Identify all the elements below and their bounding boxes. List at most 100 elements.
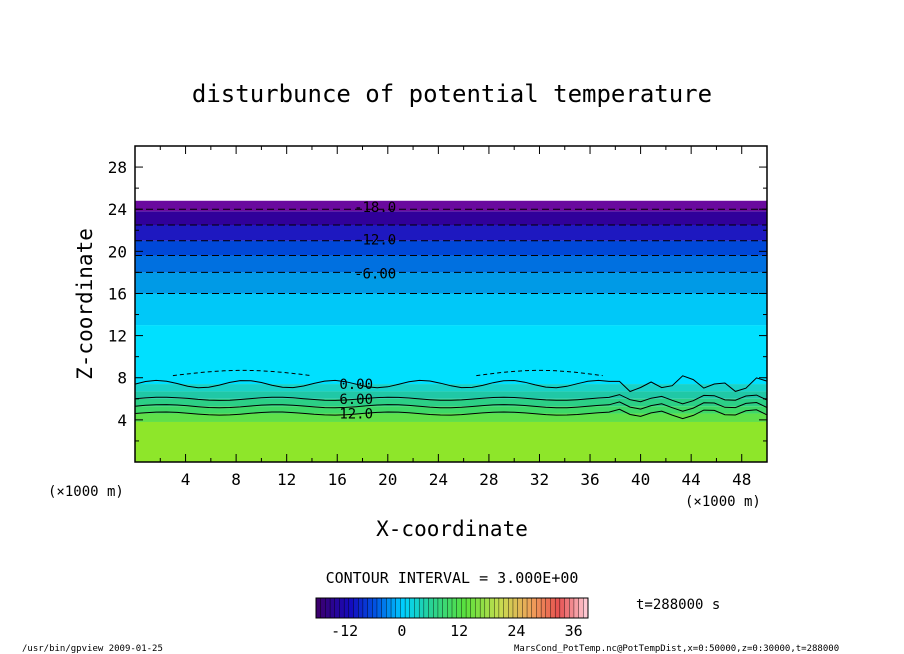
- colorbar-cell: [461, 597, 467, 619]
- heatmap-band: [135, 421, 767, 462]
- heatmap-band: [135, 413, 767, 422]
- colorbar-cell: [339, 597, 345, 619]
- colorbar-cell: [400, 597, 406, 619]
- colorbar-cell: [465, 597, 472, 619]
- colorbar-cell: [367, 597, 373, 619]
- contour-label: 12.0: [339, 407, 373, 423]
- contour-label: -18.0: [354, 200, 396, 216]
- colorbar-cell: [536, 597, 542, 619]
- y-tick-label: 24: [108, 200, 127, 219]
- x-tick-label: 44: [682, 470, 701, 489]
- x-tick-label: 16: [328, 470, 347, 489]
- colorbar-cell: [479, 597, 486, 619]
- contour-line: [134, 408, 768, 420]
- colorbar-cell: [390, 597, 397, 619]
- colorbar-cell: [442, 597, 448, 619]
- x-axis-label: X-coordinate: [376, 517, 528, 541]
- colorbar-cell: [320, 597, 326, 619]
- colorbar-cell: [456, 597, 462, 619]
- colorbar-cell: [404, 597, 411, 619]
- colorbar-cell: [531, 597, 537, 619]
- colorbar-cell: [395, 597, 401, 619]
- contour-label: 6.00: [339, 392, 373, 408]
- colorbar-cell: [428, 597, 434, 619]
- footer-left: /usr/bin/gpview 2009-01-25: [22, 644, 163, 654]
- x-unit-label: (×1000 m): [685, 494, 761, 510]
- colorbar-cell: [494, 597, 500, 619]
- colorbar-cell: [376, 597, 383, 619]
- heatmap-band: [135, 225, 767, 241]
- colorbar-cell: [372, 597, 378, 619]
- heatmap-band: [135, 384, 767, 392]
- colorbar-cell: [540, 597, 547, 619]
- heatmap-band: [135, 391, 767, 399]
- colorbar-cell: [343, 597, 350, 619]
- heatmap-band: [135, 200, 767, 212]
- x-tick-label: 24: [429, 470, 448, 489]
- colorbar-cell: [559, 597, 566, 619]
- colorbar-cell: [362, 597, 369, 619]
- x-tick-label: 32: [530, 470, 549, 489]
- colorbar-cell: [348, 597, 355, 619]
- contour-line-negative: [172, 369, 313, 377]
- x-tick-label: 36: [580, 470, 599, 489]
- colorbar-tick-label: 24: [507, 622, 525, 640]
- heatmap-band: [135, 293, 767, 326]
- colorbar-cell: [517, 597, 523, 619]
- colorbar-cell: [498, 597, 505, 619]
- colorbar-cell: [329, 597, 336, 619]
- colorbar-cell: [545, 597, 551, 619]
- y-tick-label: 28: [108, 158, 127, 177]
- colorbar: -12 0 12 24 36: [315, 597, 589, 640]
- colorbar-cell: [451, 597, 458, 619]
- heatmap-band: [135, 240, 767, 256]
- colorbar-cell: [334, 597, 340, 619]
- colorbar-cell: [578, 597, 584, 619]
- colorbar-cell: [573, 597, 580, 619]
- footer-right: MarsCond_PotTemp.nc@PotTempDist,x=0:5000…: [514, 644, 839, 654]
- x-tick-label: 20: [378, 470, 397, 489]
- y-axis-label: Z-coordinate: [73, 228, 97, 380]
- colorbar-cell: [512, 597, 519, 619]
- heatmap-band: [135, 272, 767, 294]
- heatmap-band: [135, 211, 767, 225]
- heatmap-band: [135, 406, 767, 414]
- contour-line: [134, 375, 768, 393]
- colorbar-cell: [437, 597, 444, 619]
- colorbar-cell: [418, 597, 425, 619]
- colorbar-cell: [550, 597, 556, 619]
- contour-line: [134, 394, 768, 405]
- contour-label: 0.00: [339, 377, 373, 393]
- colorbar-tick-label: 12: [450, 622, 468, 640]
- x-tick-label: 28: [479, 470, 498, 489]
- colorbar-tick-label: -12: [331, 622, 358, 640]
- colorbar-cell: [433, 597, 439, 619]
- y-tick-label: 4: [117, 411, 127, 430]
- colorbar-cell: [484, 597, 491, 619]
- colorbar-cell: [470, 597, 476, 619]
- colorbar-cell: [489, 597, 495, 619]
- heatmap-band: [135, 325, 767, 385]
- heatmap-band: [135, 255, 767, 273]
- contour-label: -6.00: [354, 266, 396, 282]
- y-tick-label: 16: [108, 284, 127, 303]
- y-tick-label: 20: [108, 242, 127, 261]
- heatmap-band: [135, 398, 767, 407]
- colorbar-cell: [409, 597, 415, 619]
- colorbar-cell: [508, 597, 514, 619]
- colorbar-cell: [381, 597, 387, 619]
- colorbar-cell: [414, 597, 420, 619]
- colorbar-cell: [423, 597, 430, 619]
- colorbar-cell: [315, 597, 322, 619]
- colorbar-cell: [353, 597, 359, 619]
- colorbar-cell: [325, 597, 331, 619]
- y-unit-label: (×1000 m): [48, 484, 124, 500]
- x-tick-label: 40: [631, 470, 650, 489]
- x-tick-label: 48: [732, 470, 751, 489]
- contour-line-negative: [476, 369, 603, 377]
- colorbar-cell: [503, 597, 509, 619]
- colorbar-cell: [386, 597, 392, 619]
- colorbar-cell: [554, 597, 561, 619]
- y-tick-label: 12: [108, 327, 127, 346]
